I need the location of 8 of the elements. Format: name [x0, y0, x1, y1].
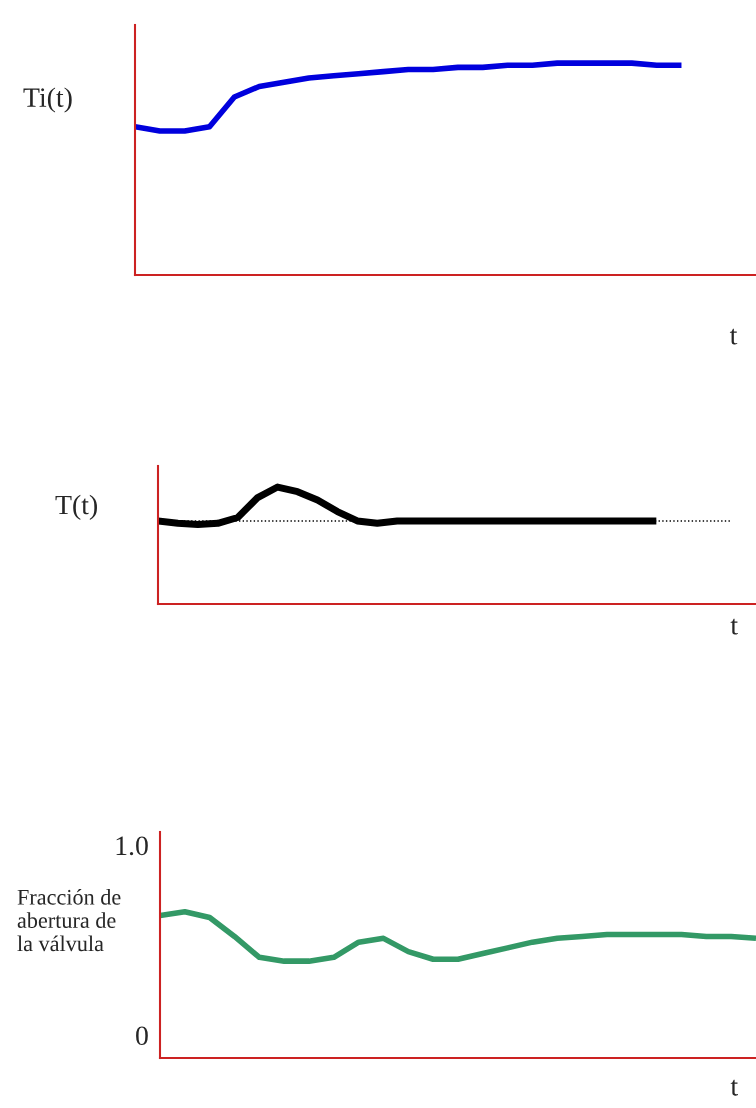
y-tick-label: 0 — [136, 1026, 148, 1046]
y-axis-title: Fracción de abertura de la válvula — [17, 889, 121, 952]
y-axis-title: Ti(t) — [23, 87, 72, 113]
x-axis-title: t — [730, 618, 738, 635]
x-axis-title: t — [730, 1079, 738, 1096]
y-axis-title: T(t) — [55, 494, 97, 520]
x-axis-title: t — [729, 328, 738, 345]
y-tick-label: 1.0 — [116, 836, 148, 856]
